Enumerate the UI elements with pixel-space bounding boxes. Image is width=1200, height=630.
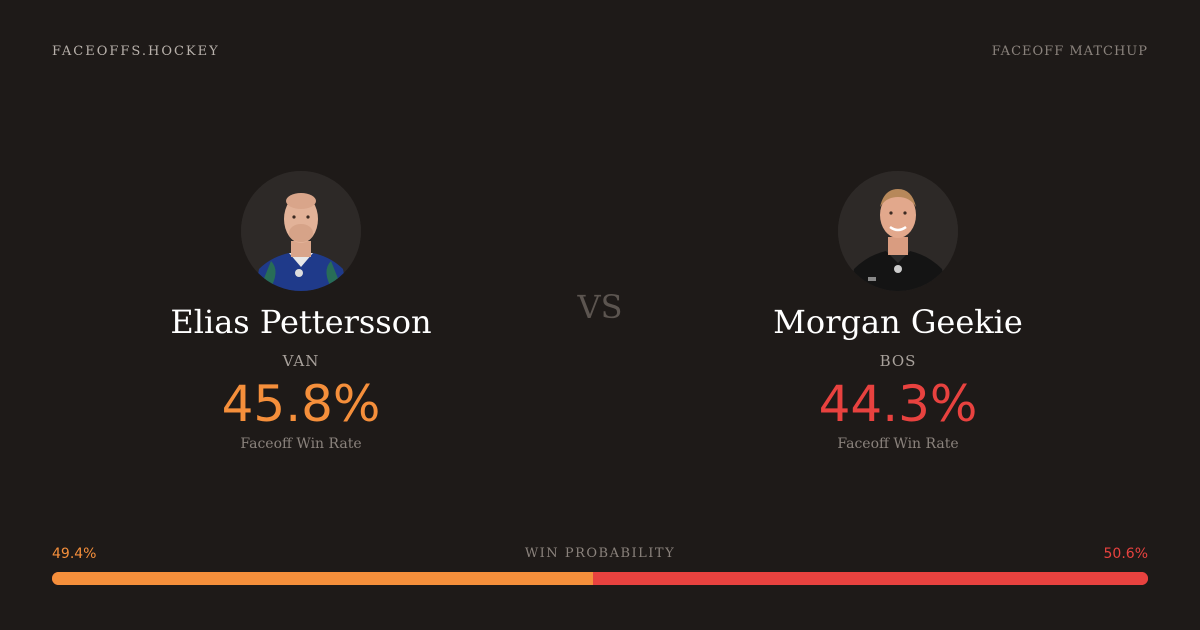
win-probability-bar [52,572,1148,585]
win-probability-bar-right [593,572,1148,585]
win-probability-title: WIN PROBABILITY [524,546,676,561]
player-win-rate-label-right: Faceoff Win Rate [837,436,959,452]
player-team-left: VAN [282,352,320,370]
player-win-rate-left: 45.8% [221,375,381,433]
brand-logo[interactable]: FACEOFFS.HOCKEY [52,44,220,59]
player-win-rate-right: 44.3% [818,375,978,433]
page-title: FACEOFF MATCHUP [991,44,1148,59]
win-probability-right-value: 50.6% [1103,546,1148,562]
player-headshot-right [838,171,958,291]
player-headshot-left [241,171,361,291]
player-avatar-left [241,171,361,291]
player-avatar-right [838,171,958,291]
player-card-right: Morgan Geekie BOS 44.3% Faceoff Win Rate [698,171,1098,453]
player-team-right: BOS [879,352,917,370]
win-probability-bar-left [52,572,594,585]
player-name-left: Elias Pettersson [170,303,432,341]
player-win-rate-label-left: Faceoff Win Rate [240,436,362,452]
player-name-right: Morgan Geekie [773,303,1023,341]
win-probability-left-value: 49.4% [52,546,97,562]
vs-label: VS [577,288,623,326]
player-card-left: Elias Pettersson VAN 45.8% Faceoff Win R… [101,171,501,453]
